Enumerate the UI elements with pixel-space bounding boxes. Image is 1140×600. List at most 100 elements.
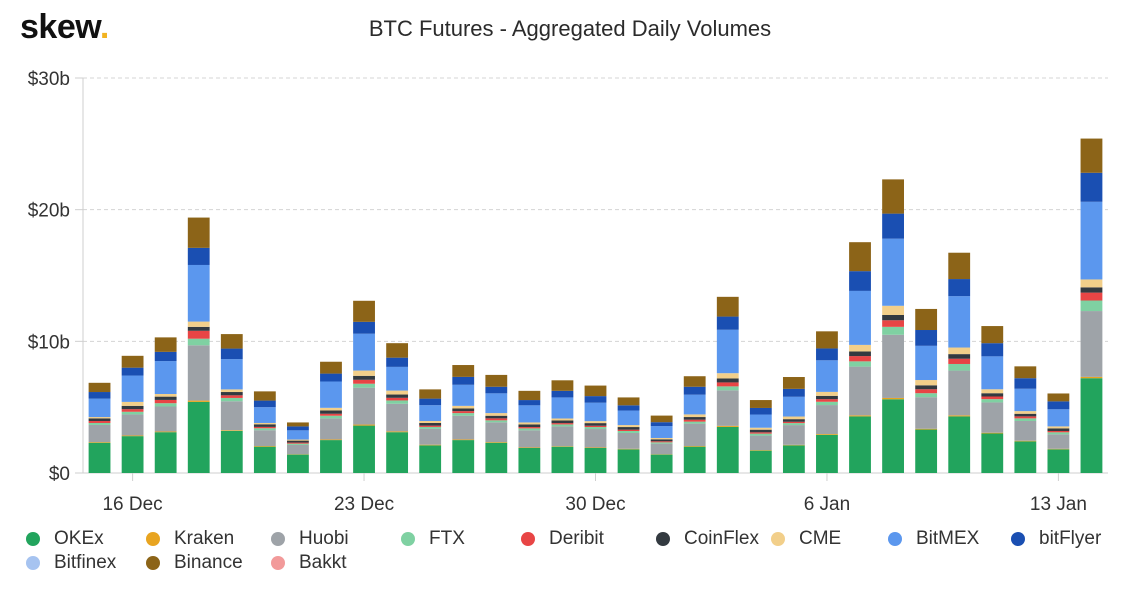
bar-segment-binance [154, 337, 177, 352]
bar-segment-kraken [849, 415, 871, 417]
legend-item-okex[interactable]: OKEx [26, 528, 104, 550]
bar-segment-ftx [816, 401, 838, 406]
bar-segment-ftx [782, 423, 805, 426]
bar-segment-deribit [253, 426, 276, 429]
bar-segment-coinflex [948, 354, 971, 359]
bar-segment-huobi [849, 366, 871, 416]
bar-segment-bitmex [187, 264, 210, 322]
legend-item-bitfinex[interactable]: Bitfinex [26, 552, 116, 574]
bar-segment-bitflyer [617, 405, 640, 411]
bar-segment-kraken [253, 446, 276, 447]
legend-item-kraken[interactable]: Kraken [146, 528, 234, 550]
bar-segment-deribit [1014, 416, 1037, 419]
bar-segment-binance [88, 382, 111, 393]
bar-segment-binance [551, 380, 574, 391]
legend-item-bakkt[interactable]: Bakkt [271, 552, 347, 574]
bar-segment-kraken [617, 448, 640, 450]
legend-label: FTX [429, 528, 465, 549]
bar-segment-ftx [253, 428, 276, 431]
legend-item-coinflex[interactable]: CoinFlex [656, 528, 759, 550]
bar-segment-ftx [915, 393, 938, 398]
bar-segment-huobi [816, 405, 838, 435]
legend-item-binance[interactable]: Binance [146, 552, 243, 574]
bar-segment-ftx [287, 443, 309, 445]
bar-segment-bitmex [882, 238, 904, 306]
bar-segment-huobi [1080, 311, 1103, 377]
bar-segment-bitmex [617, 410, 640, 426]
bar-segment-bitflyer [816, 348, 838, 361]
legend-item-deribit[interactable]: Deribit [521, 528, 604, 550]
bar-segment-bitflyer [882, 213, 904, 239]
bar-segment-binance [584, 385, 607, 397]
bar-segment-binance [253, 391, 276, 401]
bar-segment-cme [1080, 279, 1103, 288]
bar-segment-kraken [716, 425, 739, 427]
bar-segment-bitmex [816, 360, 838, 392]
bar-segment-kraken [948, 415, 971, 417]
bar-segment-okex [716, 426, 739, 473]
bar-segment-okex [353, 425, 375, 473]
bar-segment-bitflyer [551, 390, 574, 398]
legend-item-huobi[interactable]: Huobi [271, 528, 349, 550]
bar-segment-deribit [452, 411, 475, 414]
bar-segment-bitflyer [419, 398, 442, 406]
bar-segment-binance [650, 415, 673, 423]
bar-segment-binance [749, 400, 772, 408]
bar-segment-cme [320, 407, 342, 411]
bar-segment-huobi [882, 334, 904, 398]
bar-segment-okex [1080, 378, 1103, 473]
bar-segment-bitmex [419, 405, 442, 421]
bar-segment-coinflex [551, 420, 574, 424]
legend-label: Huobi [299, 528, 349, 549]
bar-segment-kraken [485, 442, 508, 443]
legend-item-bitflyer[interactable]: bitFlyer [1011, 528, 1101, 550]
bar-segment-deribit [584, 425, 607, 428]
bar-segment-huobi [981, 402, 1004, 433]
x-tick-label: 30 Dec [565, 494, 625, 515]
bar-segment-ftx [419, 426, 442, 429]
bar-segment-cme [1047, 426, 1070, 429]
bar-segment-ftx [683, 421, 706, 424]
bar-segment-coinflex [981, 393, 1004, 397]
bar-segment-binance [320, 361, 342, 374]
legend-item-bitmex[interactable]: BitMEX [888, 528, 979, 550]
bar-segment-deribit [353, 379, 375, 384]
bar-segment-kraken [551, 446, 574, 447]
bar-segment-bitmex [1080, 201, 1103, 280]
bar-segment-bitmex [584, 402, 607, 422]
bar-segment-bitmex [485, 393, 508, 414]
bar-segment-okex [849, 416, 871, 473]
bar-segment-ftx [1014, 418, 1037, 421]
chart-title: BTC Futures - Aggregated Daily Volumes [368, 16, 772, 41]
bar-segment-bitflyer [948, 279, 971, 297]
bar-segment-cme [650, 437, 673, 440]
bar-segment-bitflyer [320, 373, 342, 382]
bar-segment-bitflyer [849, 271, 871, 291]
bar-segment-deribit [386, 397, 409, 401]
bar-segment-huobi [749, 435, 772, 451]
bar-segment-binance [1047, 393, 1070, 402]
bar-segment-binance [683, 376, 706, 387]
bar-segment-coinflex [816, 395, 838, 400]
bar-segment-binance [419, 389, 442, 399]
legend-marker-icon [271, 532, 285, 546]
bar-segment-binance [915, 308, 938, 331]
bar-segment-ftx [187, 338, 210, 346]
bar-segment-ftx [220, 397, 243, 402]
bar-segment-cme [716, 373, 739, 379]
legend-label: OKEx [54, 528, 104, 549]
bar-segment-deribit [1080, 292, 1103, 301]
x-tick-label: 23 Dec [334, 494, 394, 515]
bar-segment-coinflex [253, 424, 276, 427]
bar-segment-huobi [287, 444, 309, 455]
bar-segment-deribit [617, 429, 640, 431]
bar-segment-bitmex [353, 333, 375, 371]
bar-segment-cme [1014, 411, 1037, 414]
bar-segment-bitmex [518, 405, 541, 423]
legend-item-ftx[interactable]: FTX [401, 528, 465, 550]
legend-item-cme[interactable]: CME [771, 528, 841, 550]
bar-segment-okex [386, 432, 409, 473]
legend-label: Bitfinex [54, 552, 117, 573]
bar-segment-ftx [154, 403, 177, 407]
legend-marker-icon [771, 532, 785, 546]
